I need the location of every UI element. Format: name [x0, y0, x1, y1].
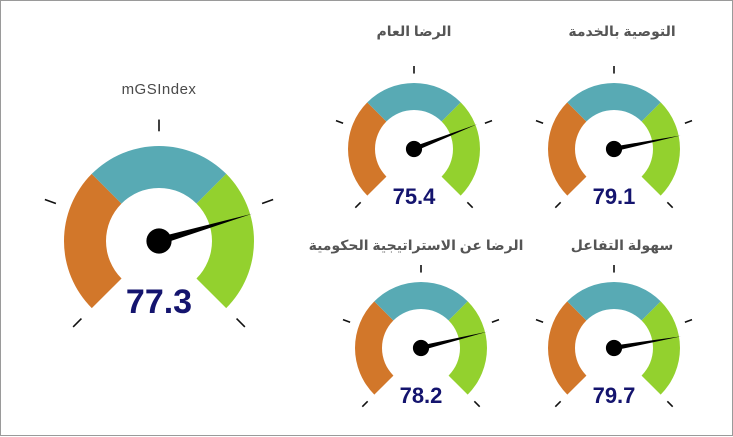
gauge-title: الرضا عن الاستراتيجية الحكومية: [308, 237, 524, 253]
gauge-tick: [666, 201, 674, 209]
gauge-dial: 78.2: [342, 264, 500, 408]
gauge-tick: [554, 201, 562, 209]
gauge-value: 78.2: [400, 383, 443, 408]
gauge-tick: [354, 201, 362, 209]
gauge-title: الرضا العام: [376, 23, 452, 39]
gauge-value: 79.1: [593, 184, 636, 209]
gauge-tick: [554, 400, 562, 408]
gauge-tick: [361, 400, 369, 408]
band-low: [548, 301, 587, 395]
gauge-dial: 75.4: [335, 65, 493, 209]
gauge-needle-hub: [412, 339, 430, 357]
gauge-tick: [236, 318, 246, 328]
gauge-value: 77.3: [126, 283, 192, 321]
gauge-needle: [613, 135, 681, 152]
gauge-needle: [157, 213, 253, 245]
band-mid: [567, 282, 661, 321]
gauge-needle: [613, 336, 682, 351]
gauge-tick: [466, 201, 474, 209]
gauge-tick: [491, 318, 500, 323]
gauge-dial: 79.7: [535, 264, 693, 408]
band-low: [348, 102, 387, 196]
gauge-ease-of-interaction: 79.7 سهولة التفاعل: [511, 219, 733, 437]
gauge-tick: [72, 318, 82, 328]
gauge-tick: [342, 318, 351, 323]
gauge-needle: [420, 331, 488, 351]
band-high: [641, 102, 680, 196]
gauge-tick: [484, 119, 493, 124]
gauge-overall-satisfaction: 75.4 الرضا العام: [317, 1, 511, 219]
gauge-tick: [261, 198, 274, 205]
gauge-value: 79.7: [593, 383, 636, 408]
band-low: [548, 102, 587, 196]
gauge-needle-hub: [605, 140, 623, 158]
band-high: [448, 301, 487, 395]
band-mid: [374, 282, 468, 321]
gauge-tick: [535, 119, 544, 124]
gauge-title: سهولة التفاعل: [570, 237, 674, 253]
gauge-title: mGSIndex: [121, 81, 197, 98]
band-mid: [567, 83, 661, 122]
gauge-title: التوصية بالخدمة: [568, 23, 676, 39]
band-high: [196, 173, 254, 309]
gauge-needle: [413, 124, 478, 152]
gauge-needle-hub: [146, 228, 172, 254]
gauge-service-recommendation: 79.1 التوصية بالخدمة: [511, 1, 733, 219]
gauge-dial: 79.1: [535, 65, 693, 209]
band-mid: [367, 83, 461, 122]
gauge-tick: [666, 400, 674, 408]
gauge-tick: [473, 400, 481, 408]
gauge-needle-hub: [605, 339, 623, 357]
band-high: [441, 102, 480, 196]
gauge-tick: [335, 119, 344, 124]
band-low: [64, 173, 122, 309]
band-low: [355, 301, 394, 395]
gauge-value: 75.4: [393, 184, 437, 209]
gauge-dial: 77.3: [44, 119, 274, 328]
gauge-tick: [535, 318, 544, 323]
gauge-tick: [684, 318, 693, 323]
gauge-mgsindex: 77.3 mGSIndex: [1, 1, 317, 437]
band-high: [641, 301, 680, 395]
band-mid: [91, 145, 227, 204]
gauge-tick: [684, 119, 693, 124]
gauge-tick: [44, 198, 57, 205]
gauge-needle-hub: [405, 140, 423, 158]
gauge-strategy-satisfaction: 78.2 الرضا عن الاستراتيجية الحكومية: [301, 219, 531, 437]
